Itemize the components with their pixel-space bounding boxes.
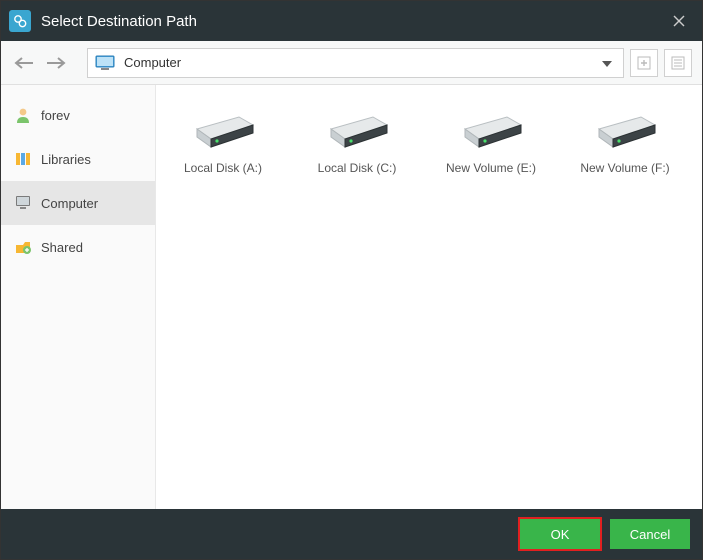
nav-arrows xyxy=(11,50,69,76)
new-folder-button[interactable] xyxy=(630,49,658,77)
toolbar: Computer xyxy=(1,41,702,85)
sidebar-item-label: Libraries xyxy=(41,152,91,167)
drive-label: New Volume (E:) xyxy=(446,161,536,175)
cancel-button[interactable]: Cancel xyxy=(610,519,690,549)
computer-icon xyxy=(13,193,33,213)
drive-item[interactable]: Local Disk (A:) xyxy=(168,99,278,199)
drive-item[interactable]: New Volume (F:) xyxy=(570,99,680,199)
shared-icon xyxy=(13,237,33,257)
drive-icon xyxy=(191,105,255,151)
computer-icon xyxy=(94,55,116,71)
drive-icon xyxy=(593,105,657,151)
footer: OK Cancel xyxy=(1,509,702,559)
sidebar-item-libraries[interactable]: Libraries xyxy=(1,137,155,181)
drive-label: New Volume (F:) xyxy=(580,161,669,175)
view-list-button[interactable] xyxy=(664,49,692,77)
drive-item[interactable]: Local Disk (C:) xyxy=(302,99,412,199)
drive-label: Local Disk (A:) xyxy=(184,161,262,175)
titlebar: Select Destination Path xyxy=(1,1,702,41)
sidebar-item-forev[interactable]: forev xyxy=(1,93,155,137)
ok-button[interactable]: OK xyxy=(520,519,600,549)
list-icon xyxy=(671,56,685,70)
libraries-icon xyxy=(13,149,33,169)
sidebar: forev Libraries xyxy=(1,85,156,509)
sidebar-item-computer[interactable]: Computer xyxy=(1,181,155,225)
breadcrumb-dropdown[interactable] xyxy=(597,55,617,70)
forward-button[interactable] xyxy=(43,50,69,76)
drive-item[interactable]: New Volume (E:) xyxy=(436,99,546,199)
dialog-window: Select Destination Path xyxy=(0,0,703,560)
arrow-right-icon xyxy=(45,56,67,70)
sidebar-item-label: Computer xyxy=(41,196,98,211)
close-button[interactable] xyxy=(656,1,702,41)
sidebar-item-label: Shared xyxy=(41,240,83,255)
plus-icon xyxy=(637,56,651,70)
sidebar-item-shared[interactable]: Shared xyxy=(1,225,155,269)
drive-label: Local Disk (C:) xyxy=(318,161,397,175)
close-icon xyxy=(673,15,685,27)
breadcrumb[interactable]: Computer xyxy=(87,48,624,78)
app-icon xyxy=(9,10,31,32)
arrow-left-icon xyxy=(13,56,35,70)
user-icon xyxy=(13,105,33,125)
sidebar-item-label: forev xyxy=(41,108,70,123)
drive-icon xyxy=(325,105,389,151)
content-pane: Local Disk (A:) Local Disk (C:) xyxy=(156,85,702,509)
chevron-down-icon xyxy=(602,61,612,67)
drive-icon xyxy=(459,105,523,151)
dialog-body: forev Libraries xyxy=(1,85,702,509)
window-title: Select Destination Path xyxy=(41,13,656,30)
back-button[interactable] xyxy=(11,50,37,76)
breadcrumb-label: Computer xyxy=(124,55,597,70)
